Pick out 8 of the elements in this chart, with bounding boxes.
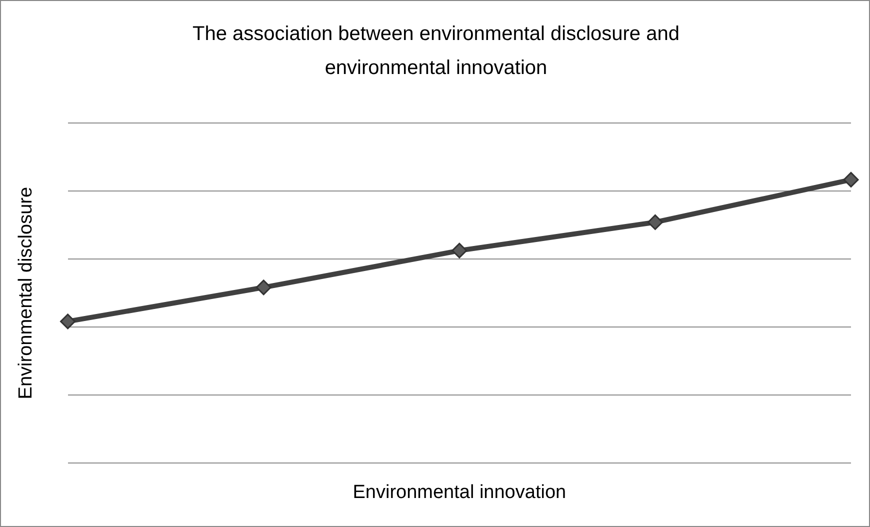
point bbox=[843, 172, 859, 188]
chart-title: The association between environmental disclosure and environmental innovation bbox=[192, 22, 680, 81]
point bbox=[60, 314, 76, 330]
x-axis-title: Environmental innovation bbox=[352, 482, 566, 503]
point bbox=[647, 214, 663, 230]
point bbox=[256, 280, 272, 296]
y-axis-title: Environmental disclosure bbox=[16, 186, 37, 400]
point bbox=[452, 242, 468, 258]
